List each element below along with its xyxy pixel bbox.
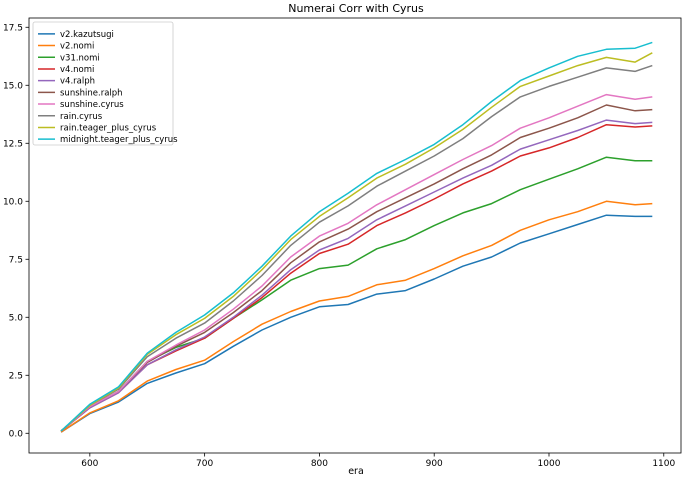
series-line-9	[60, 52, 653, 432]
y-tick-label: 5.0	[9, 313, 24, 323]
series-line-7	[60, 93, 653, 432]
legend-label: rain.teager_plus_cyrus	[60, 123, 157, 133]
y-tick-label: 15.0	[3, 81, 23, 91]
series-line-8	[60, 64, 653, 432]
y-tick-label: 2.5	[9, 371, 23, 381]
legend-label: sunshine.cyrus	[60, 100, 124, 110]
plot-frame	[28, 17, 682, 454]
legend-label: sunshine.ralph	[60, 88, 123, 98]
x-axis: 600 700 800 900 1000 1100	[81, 453, 676, 469]
legend-label: midnight.teager_plus_cyrus	[60, 135, 178, 145]
series-line-4	[60, 123, 653, 432]
y-tick-label: 0.0	[9, 429, 24, 439]
y-axis: 0.0 2.5 5.0 7.5 10.0 12.5 15.0 17.5	[3, 23, 29, 439]
legend-label: v31.nomi	[60, 53, 100, 63]
x-tick-label: 700	[196, 459, 213, 469]
x-tick-label: 900	[426, 459, 443, 469]
x-tick-label: 600	[81, 459, 98, 469]
plot-area	[28, 17, 682, 454]
chart-title: Numerai Corr with Cyrus	[288, 2, 424, 15]
series-line-5	[60, 119, 653, 432]
series-line-3	[60, 156, 653, 432]
y-tick-label: 17.5	[3, 23, 23, 33]
legend-label: v4.nomi	[60, 65, 94, 75]
legend-box	[32, 21, 174, 146]
legend-label: rain.cyrus	[60, 112, 103, 122]
series-line-10	[60, 41, 653, 432]
series-line-2	[60, 200, 653, 433]
x-tick-label: 800	[311, 459, 328, 469]
series-line-6	[60, 104, 653, 432]
x-tick-label: 1100	[652, 459, 675, 469]
x-tick-label: 1000	[538, 459, 561, 469]
y-tick-label: 7.5	[9, 255, 23, 265]
legend-label: v2.kazutsugi	[60, 30, 114, 40]
series-line-1	[60, 214, 653, 433]
legend-label: v2.nomi	[60, 42, 94, 52]
legend-label: v4.ralph	[60, 77, 95, 87]
x-axis-title: era	[348, 466, 364, 477]
y-tick-label: 12.5	[3, 139, 23, 149]
y-tick-label: 10.0	[3, 197, 23, 207]
